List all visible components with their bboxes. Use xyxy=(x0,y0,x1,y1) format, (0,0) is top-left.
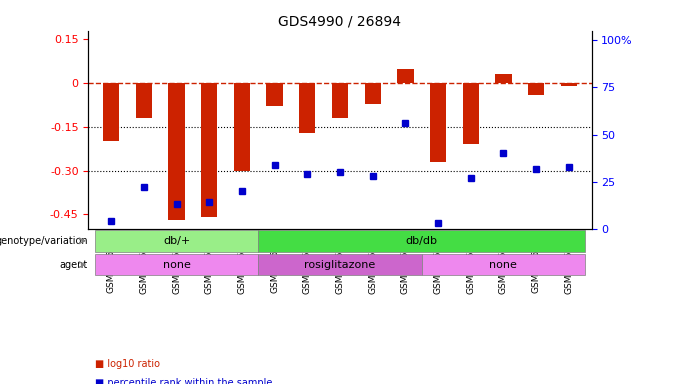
Bar xyxy=(332,83,348,118)
Bar xyxy=(201,83,218,217)
Bar xyxy=(364,83,381,104)
Text: rosiglitazone: rosiglitazone xyxy=(305,260,375,270)
Text: ■ percentile rank within the sample: ■ percentile rank within the sample xyxy=(95,378,273,384)
Bar xyxy=(560,83,577,86)
Text: db/+: db/+ xyxy=(163,236,190,246)
Bar xyxy=(103,83,120,141)
Bar xyxy=(169,83,185,220)
Text: db/db: db/db xyxy=(406,236,438,246)
Bar xyxy=(234,83,250,170)
FancyBboxPatch shape xyxy=(95,254,258,275)
Bar xyxy=(528,83,544,95)
Bar xyxy=(430,83,446,162)
Bar xyxy=(397,69,413,83)
Title: GDS4990 / 26894: GDS4990 / 26894 xyxy=(279,14,401,28)
Text: genotype/variation: genotype/variation xyxy=(0,236,88,246)
FancyBboxPatch shape xyxy=(422,254,585,275)
FancyBboxPatch shape xyxy=(258,230,585,252)
Bar xyxy=(136,83,152,118)
FancyBboxPatch shape xyxy=(258,254,422,275)
Text: agent: agent xyxy=(59,260,88,270)
Bar xyxy=(462,83,479,144)
Text: ■ log10 ratio: ■ log10 ratio xyxy=(95,359,160,369)
FancyBboxPatch shape xyxy=(95,230,258,252)
Text: none: none xyxy=(490,260,517,270)
Text: none: none xyxy=(163,260,190,270)
Bar xyxy=(495,74,511,83)
Bar xyxy=(267,83,283,106)
Bar xyxy=(299,83,316,133)
